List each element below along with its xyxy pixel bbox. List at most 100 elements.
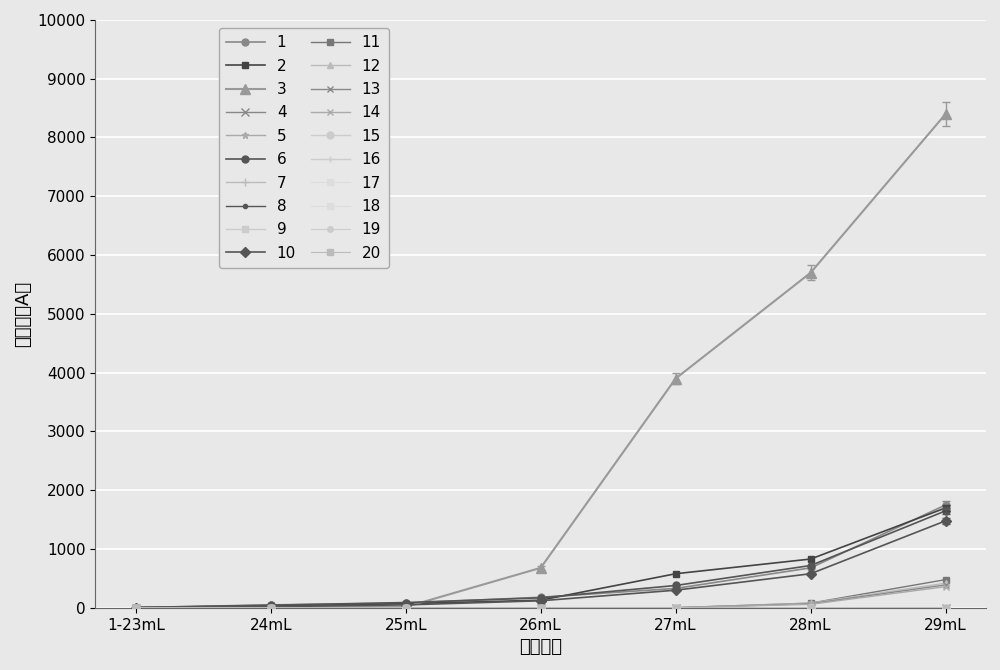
20 bbox=[265, 604, 277, 612]
2 bbox=[940, 504, 952, 512]
Line: 9: 9 bbox=[132, 604, 949, 611]
Line: 10: 10 bbox=[132, 517, 949, 611]
17 bbox=[940, 604, 952, 612]
11 bbox=[805, 599, 817, 607]
Line: 14: 14 bbox=[132, 583, 949, 611]
Line: 16: 16 bbox=[132, 604, 949, 611]
Line: 1: 1 bbox=[132, 501, 949, 611]
14 bbox=[400, 604, 412, 612]
12 bbox=[130, 604, 142, 612]
18 bbox=[265, 604, 277, 612]
17 bbox=[265, 604, 277, 612]
Line: 19: 19 bbox=[133, 605, 948, 610]
Legend: 1, 2, 3, 4, 5, 6, 7, 8, 9, 10, 11, 12, 13, 14, 15, 16, 17, 18, 19, 20: 1, 2, 3, 4, 5, 6, 7, 8, 9, 10, 11, 12, 1… bbox=[219, 27, 389, 269]
16 bbox=[400, 604, 412, 612]
13 bbox=[130, 604, 142, 612]
1 bbox=[670, 584, 682, 592]
13 bbox=[535, 604, 547, 612]
20 bbox=[535, 604, 547, 612]
6 bbox=[265, 601, 277, 609]
1 bbox=[130, 604, 142, 612]
3 bbox=[535, 564, 547, 572]
6 bbox=[130, 604, 142, 612]
11 bbox=[670, 604, 682, 612]
16 bbox=[940, 604, 952, 612]
17 bbox=[130, 604, 142, 612]
20 bbox=[670, 604, 682, 612]
18 bbox=[535, 604, 547, 612]
7 bbox=[535, 604, 547, 612]
5 bbox=[805, 604, 817, 612]
17 bbox=[535, 604, 547, 612]
15 bbox=[805, 604, 817, 612]
Line: 18: 18 bbox=[133, 605, 948, 610]
14 bbox=[670, 604, 682, 612]
Line: 2: 2 bbox=[132, 505, 949, 611]
8 bbox=[130, 604, 142, 612]
9 bbox=[400, 604, 412, 612]
13 bbox=[400, 604, 412, 612]
10 bbox=[130, 604, 142, 612]
1 bbox=[940, 501, 952, 509]
6 bbox=[670, 582, 682, 590]
6 bbox=[940, 507, 952, 515]
14 bbox=[535, 604, 547, 612]
10 bbox=[670, 586, 682, 594]
Line: 5: 5 bbox=[132, 604, 949, 611]
1 bbox=[265, 601, 277, 609]
8 bbox=[805, 604, 817, 612]
4 bbox=[265, 604, 277, 612]
20 bbox=[805, 604, 817, 612]
3 bbox=[940, 110, 952, 118]
5 bbox=[670, 604, 682, 612]
11 bbox=[265, 604, 277, 612]
2 bbox=[265, 602, 277, 610]
6 bbox=[400, 598, 412, 606]
20 bbox=[130, 604, 142, 612]
4 bbox=[400, 604, 412, 612]
Line: 12: 12 bbox=[132, 580, 949, 611]
18 bbox=[805, 604, 817, 612]
Line: 3: 3 bbox=[131, 109, 950, 612]
9 bbox=[265, 604, 277, 612]
Y-axis label: 峰面积（A）: 峰面积（A） bbox=[14, 281, 32, 347]
5 bbox=[265, 604, 277, 612]
2 bbox=[805, 555, 817, 563]
11 bbox=[535, 604, 547, 612]
19 bbox=[130, 604, 142, 612]
15 bbox=[265, 604, 277, 612]
2 bbox=[535, 596, 547, 604]
8 bbox=[400, 604, 412, 612]
12 bbox=[940, 579, 952, 587]
13 bbox=[670, 604, 682, 612]
11 bbox=[130, 604, 142, 612]
10 bbox=[805, 570, 817, 578]
14 bbox=[130, 604, 142, 612]
10 bbox=[400, 601, 412, 609]
Line: 20: 20 bbox=[133, 605, 948, 610]
19 bbox=[400, 604, 412, 612]
9 bbox=[535, 604, 547, 612]
2 bbox=[400, 600, 412, 608]
5 bbox=[400, 604, 412, 612]
16 bbox=[535, 604, 547, 612]
14 bbox=[265, 604, 277, 612]
17 bbox=[400, 604, 412, 612]
Line: 15: 15 bbox=[132, 604, 949, 611]
13 bbox=[805, 600, 817, 608]
18 bbox=[130, 604, 142, 612]
7 bbox=[940, 604, 952, 612]
3 bbox=[400, 603, 412, 611]
10 bbox=[535, 597, 547, 605]
Line: 17: 17 bbox=[133, 605, 948, 610]
7 bbox=[130, 604, 142, 612]
16 bbox=[130, 604, 142, 612]
5 bbox=[535, 604, 547, 612]
11 bbox=[940, 576, 952, 584]
X-axis label: 上样体积: 上样体积 bbox=[519, 638, 562, 656]
2 bbox=[130, 604, 142, 612]
3 bbox=[130, 604, 142, 612]
16 bbox=[265, 604, 277, 612]
4 bbox=[940, 604, 952, 612]
9 bbox=[130, 604, 142, 612]
